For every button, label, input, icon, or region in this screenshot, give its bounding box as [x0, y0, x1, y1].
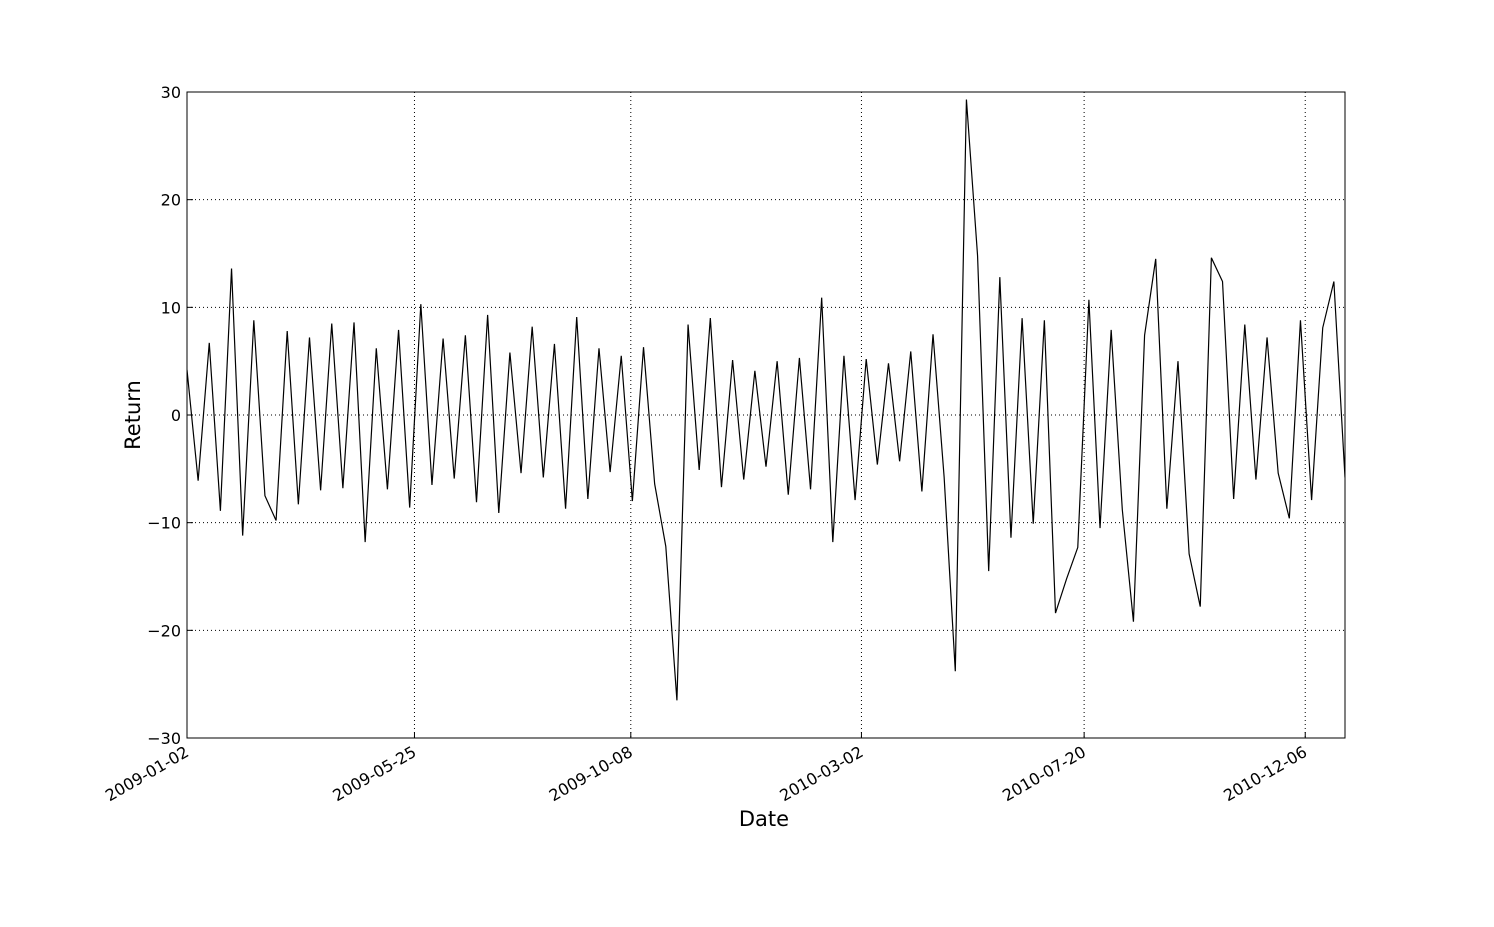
plot-frame	[186, 91, 1346, 739]
x-tick-label: 2009-05-25	[329, 742, 419, 805]
y-tick-label: −10	[147, 514, 181, 533]
data-line	[187, 99, 1345, 701]
x-tick-label: 2010-12-06	[1220, 742, 1310, 805]
x-tick-label: 2010-07-20	[999, 742, 1089, 805]
y-tick-label: 20	[161, 191, 181, 210]
x-tick-label: 2009-01-02	[102, 742, 192, 805]
x-tick-label: 2010-03-02	[776, 742, 866, 805]
y-tick-label: −30	[147, 729, 181, 748]
y-tick-label: 0	[171, 406, 181, 425]
y-tick-label: 30	[161, 83, 181, 102]
x-tick-label: 2009-10-08	[546, 742, 636, 805]
y-tick-label: −20	[147, 621, 181, 640]
y-axis-label: Return	[121, 380, 145, 450]
y-tick-label: 10	[161, 298, 181, 317]
x-axis-label: Date	[739, 807, 789, 831]
